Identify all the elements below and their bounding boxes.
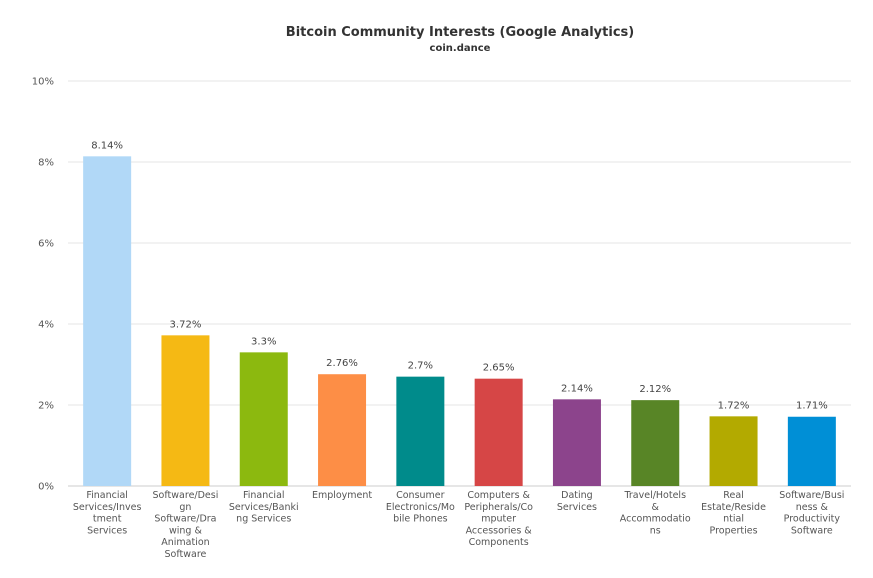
x-tick-label: Travel/Hotels & Accommodatio ns xyxy=(620,490,691,536)
data-label: 3.3% xyxy=(251,336,276,347)
x-tick-label: Real Estate/Reside ntial Properties xyxy=(701,490,766,536)
x-tick-label: Software/Busi ness & Productivity Software xyxy=(779,490,844,536)
x-axis-ticks: Financial Services/Inves tment ServicesSoft… xyxy=(73,490,845,560)
x-tick-label: Employment xyxy=(312,490,372,501)
data-labels: 8.14% 3.72% 3.3% 2.76% 2.7% 2.65% 2.14% 2.12% 1.… xyxy=(91,140,827,411)
x-tick-label: Computers & Peripherals/Co mputer Accessori… xyxy=(464,490,533,548)
y-tick-label: 0% xyxy=(38,482,54,493)
bars xyxy=(83,156,836,486)
bar xyxy=(161,335,210,486)
chart-subtitle: coin.dance xyxy=(430,43,491,54)
y-tick-label: 2% xyxy=(38,401,54,412)
data-label: 1.72% xyxy=(718,400,750,411)
bar xyxy=(474,378,523,486)
x-tick-label: Software/Desi gn Software/Dra wing & Animati… xyxy=(153,490,219,560)
x-tick-label: Dating Services xyxy=(557,490,597,513)
data-label: 2.65% xyxy=(483,363,515,374)
data-label: 3.72% xyxy=(170,319,202,330)
bar xyxy=(709,416,758,486)
y-tick-label: 4% xyxy=(38,320,54,331)
y-tick-label: 6% xyxy=(38,239,54,250)
x-tick-label: Consumer Electronics/Mo bile Phones xyxy=(386,490,455,525)
x-tick-label: Financial Services/Inves tment Services xyxy=(73,490,142,536)
data-label: 8.14% xyxy=(91,140,123,151)
bar xyxy=(318,374,367,486)
data-label: 2.76% xyxy=(326,358,358,369)
y-tick-label: 8% xyxy=(38,158,54,169)
data-label: 1.71% xyxy=(796,401,828,412)
data-label: 2.12% xyxy=(639,384,671,395)
bar xyxy=(239,352,288,486)
bar xyxy=(631,400,680,486)
bar xyxy=(787,416,836,486)
data-label: 2.14% xyxy=(561,383,593,394)
bar xyxy=(552,399,601,486)
bar xyxy=(83,156,132,486)
x-tick-label: Financial Services/Banki ng Services xyxy=(229,490,299,525)
bar xyxy=(396,376,445,486)
data-label: 2.7% xyxy=(408,361,433,372)
y-tick-label: 10% xyxy=(32,77,54,88)
chart-title: Bitcoin Community Interests (Google Anal… xyxy=(286,25,634,40)
y-axis-ticks: 0% 2% 4% 6% 8% 10% xyxy=(32,77,54,493)
